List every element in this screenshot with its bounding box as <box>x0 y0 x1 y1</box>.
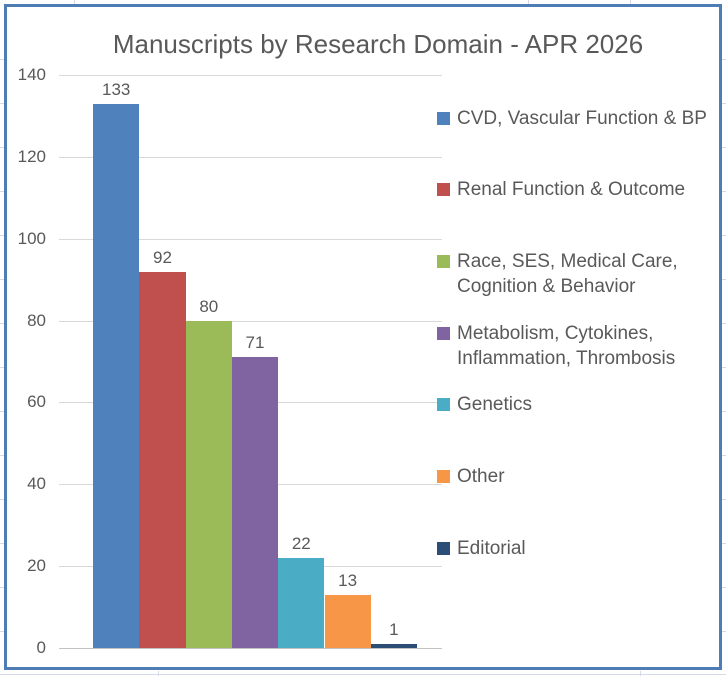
sheet-gridline <box>0 235 4 236</box>
sheet-gridline <box>528 0 529 4</box>
sheet-gridline <box>74 0 75 4</box>
sheet-gridline <box>722 279 726 280</box>
sheet-gridline <box>722 235 726 236</box>
chart-object[interactable]: Manuscripts by Research Domain - APR 202… <box>4 4 722 670</box>
sheet-gridline <box>722 59 726 60</box>
sheet-gridline <box>0 631 4 632</box>
sheet-gridline <box>640 671 641 676</box>
sheet-gridline <box>0 674 726 675</box>
sheet-gridline <box>722 499 726 500</box>
sheet-gridline <box>0 543 4 544</box>
sheet-gridline <box>722 411 726 412</box>
sheet-gridline <box>0 59 4 60</box>
sheet-gridline <box>0 367 4 368</box>
sheet-gridline <box>158 671 159 676</box>
sheet-gridline <box>0 323 4 324</box>
sheet-gridline <box>0 279 4 280</box>
sheet-gridline <box>630 0 631 4</box>
sheet-gridline <box>722 631 726 632</box>
sheet-gridline <box>722 103 726 104</box>
sheet-gridline <box>0 103 4 104</box>
sheet-gridline <box>722 587 726 588</box>
sheet-gridline <box>722 323 726 324</box>
sheet-gridline <box>0 191 4 192</box>
sheet-gridline <box>722 455 726 456</box>
sheet-gridline <box>722 147 726 148</box>
sheet-gridline <box>0 587 4 588</box>
sheet-gridline <box>0 147 4 148</box>
chart-title: Manuscripts by Research Domain - APR 202… <box>112 29 644 59</box>
sheet-gridline <box>0 411 4 412</box>
sheet-gridline <box>0 455 4 456</box>
sheet-gridline <box>722 367 726 368</box>
sheet-gridline <box>722 191 726 192</box>
sheet-gridline <box>722 543 726 544</box>
sheet-gridline <box>0 499 4 500</box>
